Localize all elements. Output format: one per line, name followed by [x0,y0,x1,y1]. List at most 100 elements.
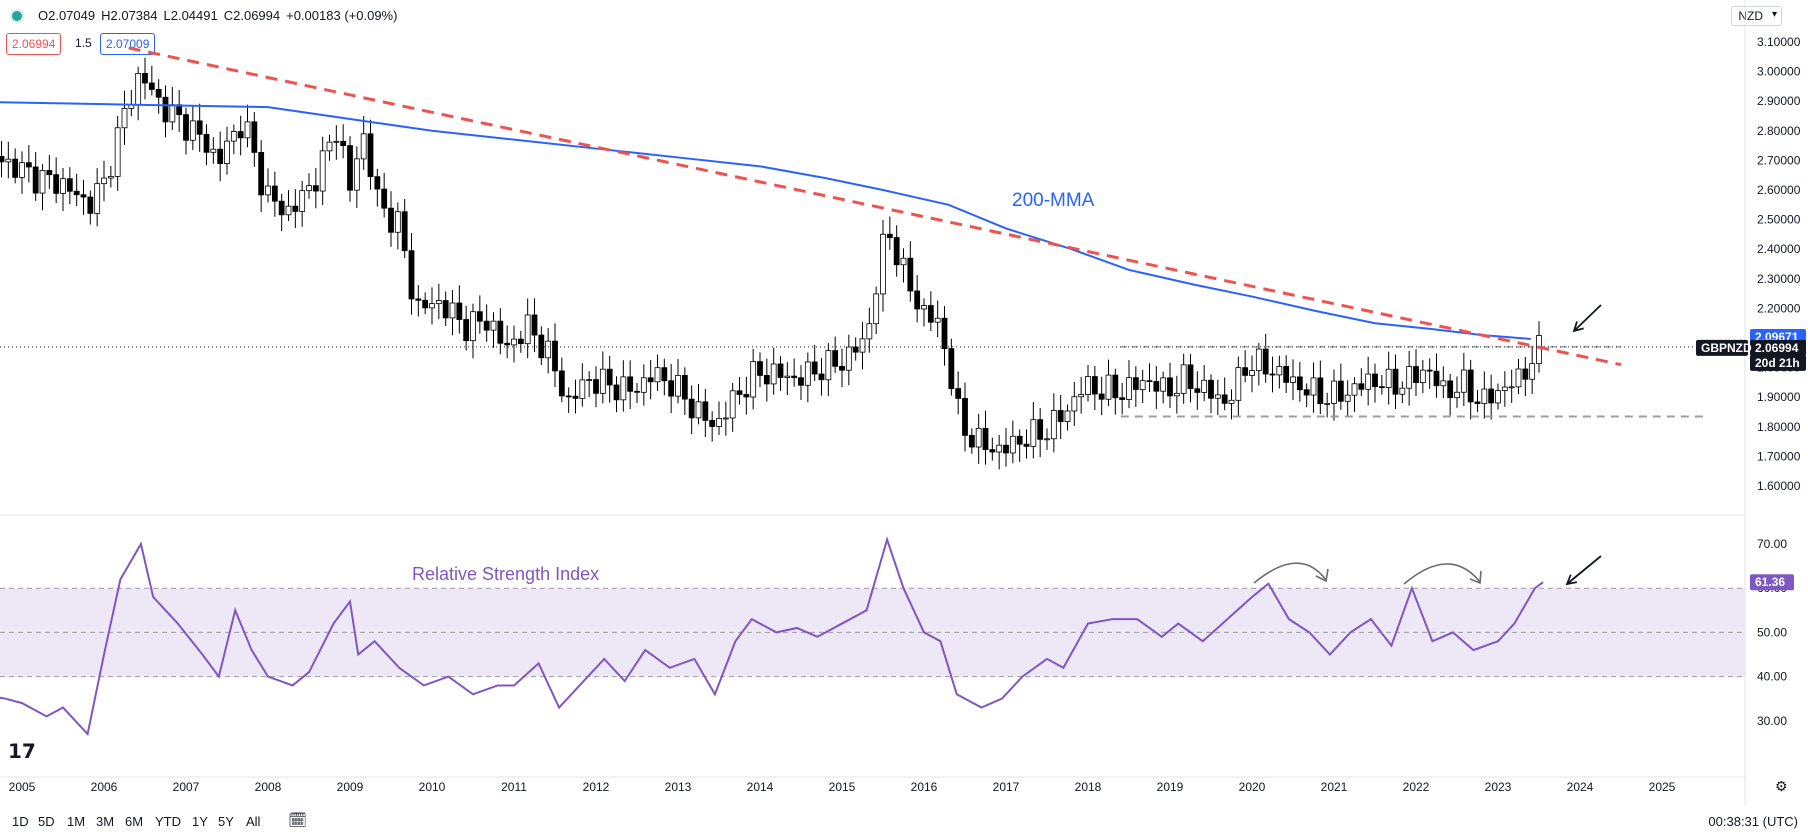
candle [770,363,777,385]
time-tick: 2019 [1157,780,1184,794]
timeframe-button-1d[interactable]: 1D [12,814,29,829]
candle [852,346,859,353]
candle [278,200,285,216]
candle [962,398,968,436]
candle [1481,388,1488,404]
candle [784,375,791,378]
candle [1153,381,1160,392]
candle [285,205,292,216]
rsi-value-tag: 61.36 [1755,575,1785,589]
time-tick: 2010 [419,780,446,794]
candle [1536,335,1542,365]
candle [1303,389,1310,396]
candle [442,300,449,319]
candle [1419,369,1426,383]
timeframe-button-ytd[interactable]: YTD [155,814,181,829]
candle [825,350,832,381]
candle [941,317,948,350]
candle [415,298,422,301]
candle [1358,383,1365,390]
gear-icon[interactable]: ⚙ [1775,778,1788,794]
timeframe-button-1y[interactable]: 1Y [192,814,208,829]
open-value: O2.07049 [38,8,96,23]
calendar-icon[interactable]: 🗓 [288,812,308,829]
rsi-annotation: Relative Strength Index [412,564,599,584]
time-tick: 2006 [91,780,118,794]
price-box[interactable]: 2.06994 [6,33,62,55]
candle [340,140,347,147]
candle [688,398,695,419]
ma-value-box[interactable]: 2.07009 [100,33,156,55]
candle [73,190,80,196]
candle [1324,402,1331,405]
candle [1440,380,1447,387]
currency-select[interactable]: NZD [1731,6,1782,26]
candle [606,368,613,386]
candle [237,131,244,139]
candle [763,375,770,385]
candle [866,323,873,340]
price-tick: 1.90000 [1757,390,1801,404]
visibility-toggle-icon[interactable] [12,10,22,21]
timeframe-button-3m[interactable]: 3M [96,814,115,829]
candle [873,293,880,325]
candle [94,183,101,214]
candle [463,319,470,342]
candle [39,170,46,194]
candle [1310,377,1317,396]
chart-canvas[interactable]: 3.10000 3.00000 2.90000 2.80000 2.70000 2.600… [0,0,1808,806]
candle [217,148,224,164]
price-tick: 1.80000 [1757,420,1801,434]
candle [374,176,381,190]
time-tick: 2018 [1075,780,1102,794]
symbol-tag-bg [1696,339,1748,356]
timeframe-button-1m[interactable]: 1M [67,814,86,829]
candle [545,340,552,359]
candle [251,121,258,153]
candle [1228,399,1235,404]
candle [1454,391,1460,399]
candle [579,379,586,399]
candle [353,158,360,191]
candle [613,384,620,401]
timeframe-button-5y[interactable]: 5Y [218,814,234,829]
symbol-tag: GBPNZD [1701,341,1752,355]
candle [1085,376,1091,395]
candle [927,305,934,323]
candle [565,395,572,398]
timeframe-button-6m[interactable]: 6M [125,814,144,829]
time-tick: 2017 [993,780,1020,794]
candle [121,107,128,129]
curved-arrow-2 [1403,563,1481,585]
timeframe-button-5d[interactable]: 5D [38,814,55,829]
candle [5,158,12,163]
candle [1296,376,1303,391]
utc-clock[interactable]: 00:38:31 (UTC) [1708,814,1798,829]
candle [1331,380,1337,404]
candle [422,299,429,309]
time-tick: 2014 [747,780,774,794]
candle [1365,373,1372,390]
candle [135,73,142,106]
candle [1467,369,1474,403]
candle [210,148,217,153]
candle [886,233,893,238]
candle [306,185,312,192]
candle [640,377,647,393]
candle [1112,374,1119,399]
candle [654,367,661,383]
candle [1105,374,1112,400]
candle [1385,368,1392,389]
candle [1194,388,1201,393]
candle [1501,386,1508,392]
candle [148,82,155,90]
candle [1529,363,1536,380]
candle [360,133,367,160]
timeframe-button-all[interactable]: All [246,814,261,829]
candle [859,338,866,353]
price-tick: 2.40000 [1757,242,1801,256]
candle [675,375,681,397]
candle [1474,401,1481,404]
candle [531,314,538,336]
candle [401,211,408,252]
